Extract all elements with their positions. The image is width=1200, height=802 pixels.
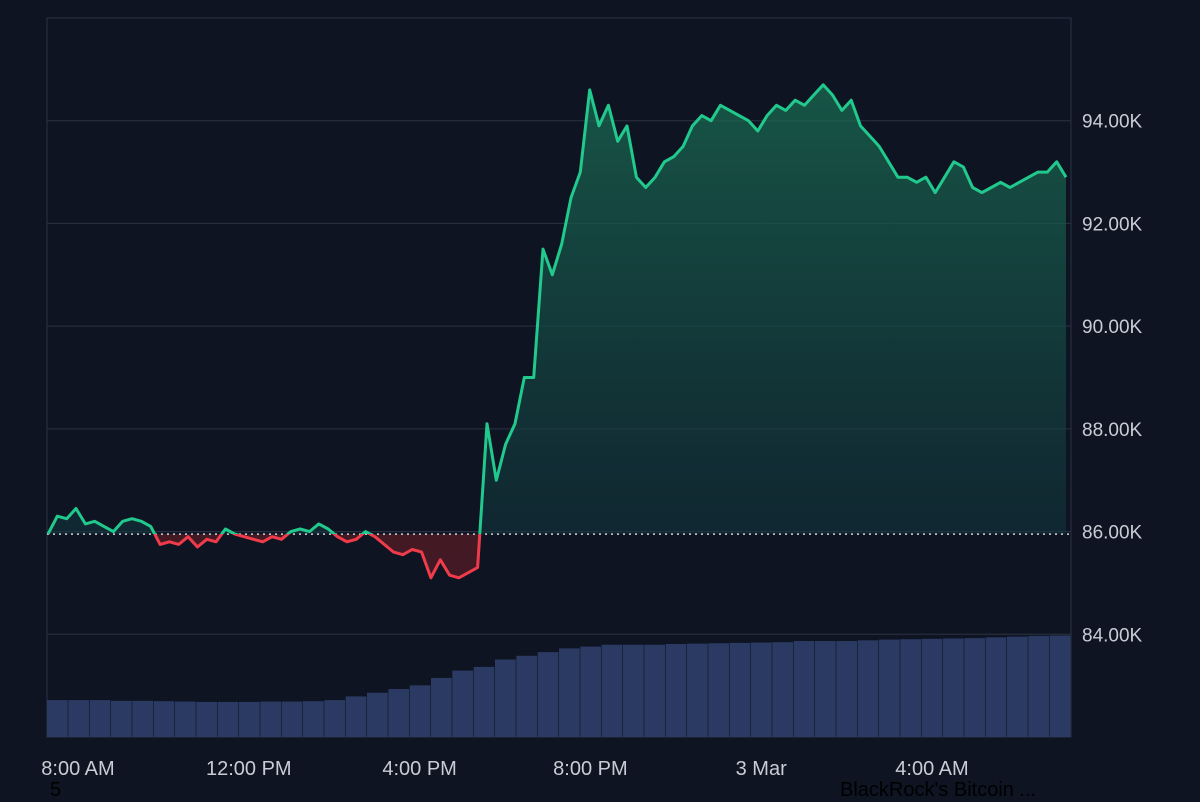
volume-bar (281, 701, 303, 737)
x-tick-label: 12:00 PM (206, 758, 292, 780)
volume-bar (644, 644, 666, 737)
volume-bar (89, 700, 111, 737)
volume-bar (601, 644, 623, 737)
down-area (154, 534, 480, 578)
y-tick-label: 86.00K (1082, 523, 1143, 544)
volume-bar (964, 638, 986, 737)
y-axis-labels: 84.00K 86.00K 88.00K 90.00K 92.00K 94.00K (1082, 112, 1143, 647)
x-tick-label: 8:00 AM (41, 758, 114, 780)
x-tick-label: 4:00 PM (382, 758, 456, 780)
volume-bar (324, 700, 346, 737)
volume-bar (1049, 635, 1071, 737)
volume-bar (921, 638, 943, 737)
price-area (48, 84, 1066, 578)
price-line (46, 83, 1068, 580)
price-line-up (46, 83, 1068, 535)
x-axis-labels: 8:00 AM 12:00 PM 4:00 PM 8:00 PM 3 Mar 4:00 A… (41, 758, 968, 780)
volume-bar (111, 700, 132, 737)
volume-bar (857, 640, 879, 737)
volume-bar (708, 643, 730, 737)
volume-bar (68, 700, 90, 737)
volume-bar (516, 655, 538, 737)
price-line-down (48, 534, 482, 580)
volume-bar (409, 685, 431, 737)
volume-bar (345, 696, 367, 737)
volume-bar (47, 700, 68, 737)
footer-left-text: 5 (50, 779, 62, 801)
volume-bar (367, 692, 388, 737)
volume-bar (196, 701, 218, 737)
volume-bar (943, 638, 964, 737)
volume-bar (623, 644, 644, 737)
volume-bar (537, 652, 559, 737)
volume-bar (879, 639, 900, 737)
volume-bar (431, 677, 452, 737)
volume-bar (772, 642, 794, 737)
y-tick-label: 92.00K (1082, 214, 1143, 235)
volume-bar (815, 641, 836, 737)
volume-bar (495, 659, 516, 737)
volume-bar (900, 639, 922, 737)
volume-bar (175, 701, 196, 737)
x-tick-label: 8:00 PM (553, 758, 627, 780)
y-tick-label: 94.00K (1082, 112, 1143, 133)
volume-bar (153, 701, 175, 737)
volume-bar (985, 637, 1007, 737)
volume-bar (665, 644, 687, 737)
volume-bar (303, 701, 324, 737)
volume-bar (751, 642, 772, 737)
volume-bar (836, 641, 858, 737)
volume-bar (388, 689, 410, 737)
y-tick-label: 84.00K (1082, 625, 1143, 646)
volume-bar (793, 641, 815, 737)
volume-bar (729, 642, 751, 737)
footer-right-text: BlackRock's Bitcoin ... (840, 779, 1037, 801)
y-tick-label: 90.00K (1082, 317, 1143, 338)
volume-bar (239, 701, 260, 737)
x-tick-label: 3 Mar (736, 758, 787, 780)
volume-bar (217, 701, 239, 737)
up-area (48, 84, 1066, 535)
volume-bar (473, 666, 495, 737)
volume-bar (1007, 636, 1028, 737)
volume-bar (559, 648, 580, 737)
volume-bar (580, 646, 602, 737)
y-tick-label: 88.00K (1082, 420, 1143, 441)
volume-bars (47, 635, 1071, 737)
volume-bar (687, 643, 708, 737)
x-tick-label: 4:00 AM (895, 758, 968, 780)
volume-bar (132, 700, 154, 737)
volume-bar (1028, 635, 1050, 737)
volume-bar (260, 701, 282, 737)
volume-bar (452, 670, 474, 737)
